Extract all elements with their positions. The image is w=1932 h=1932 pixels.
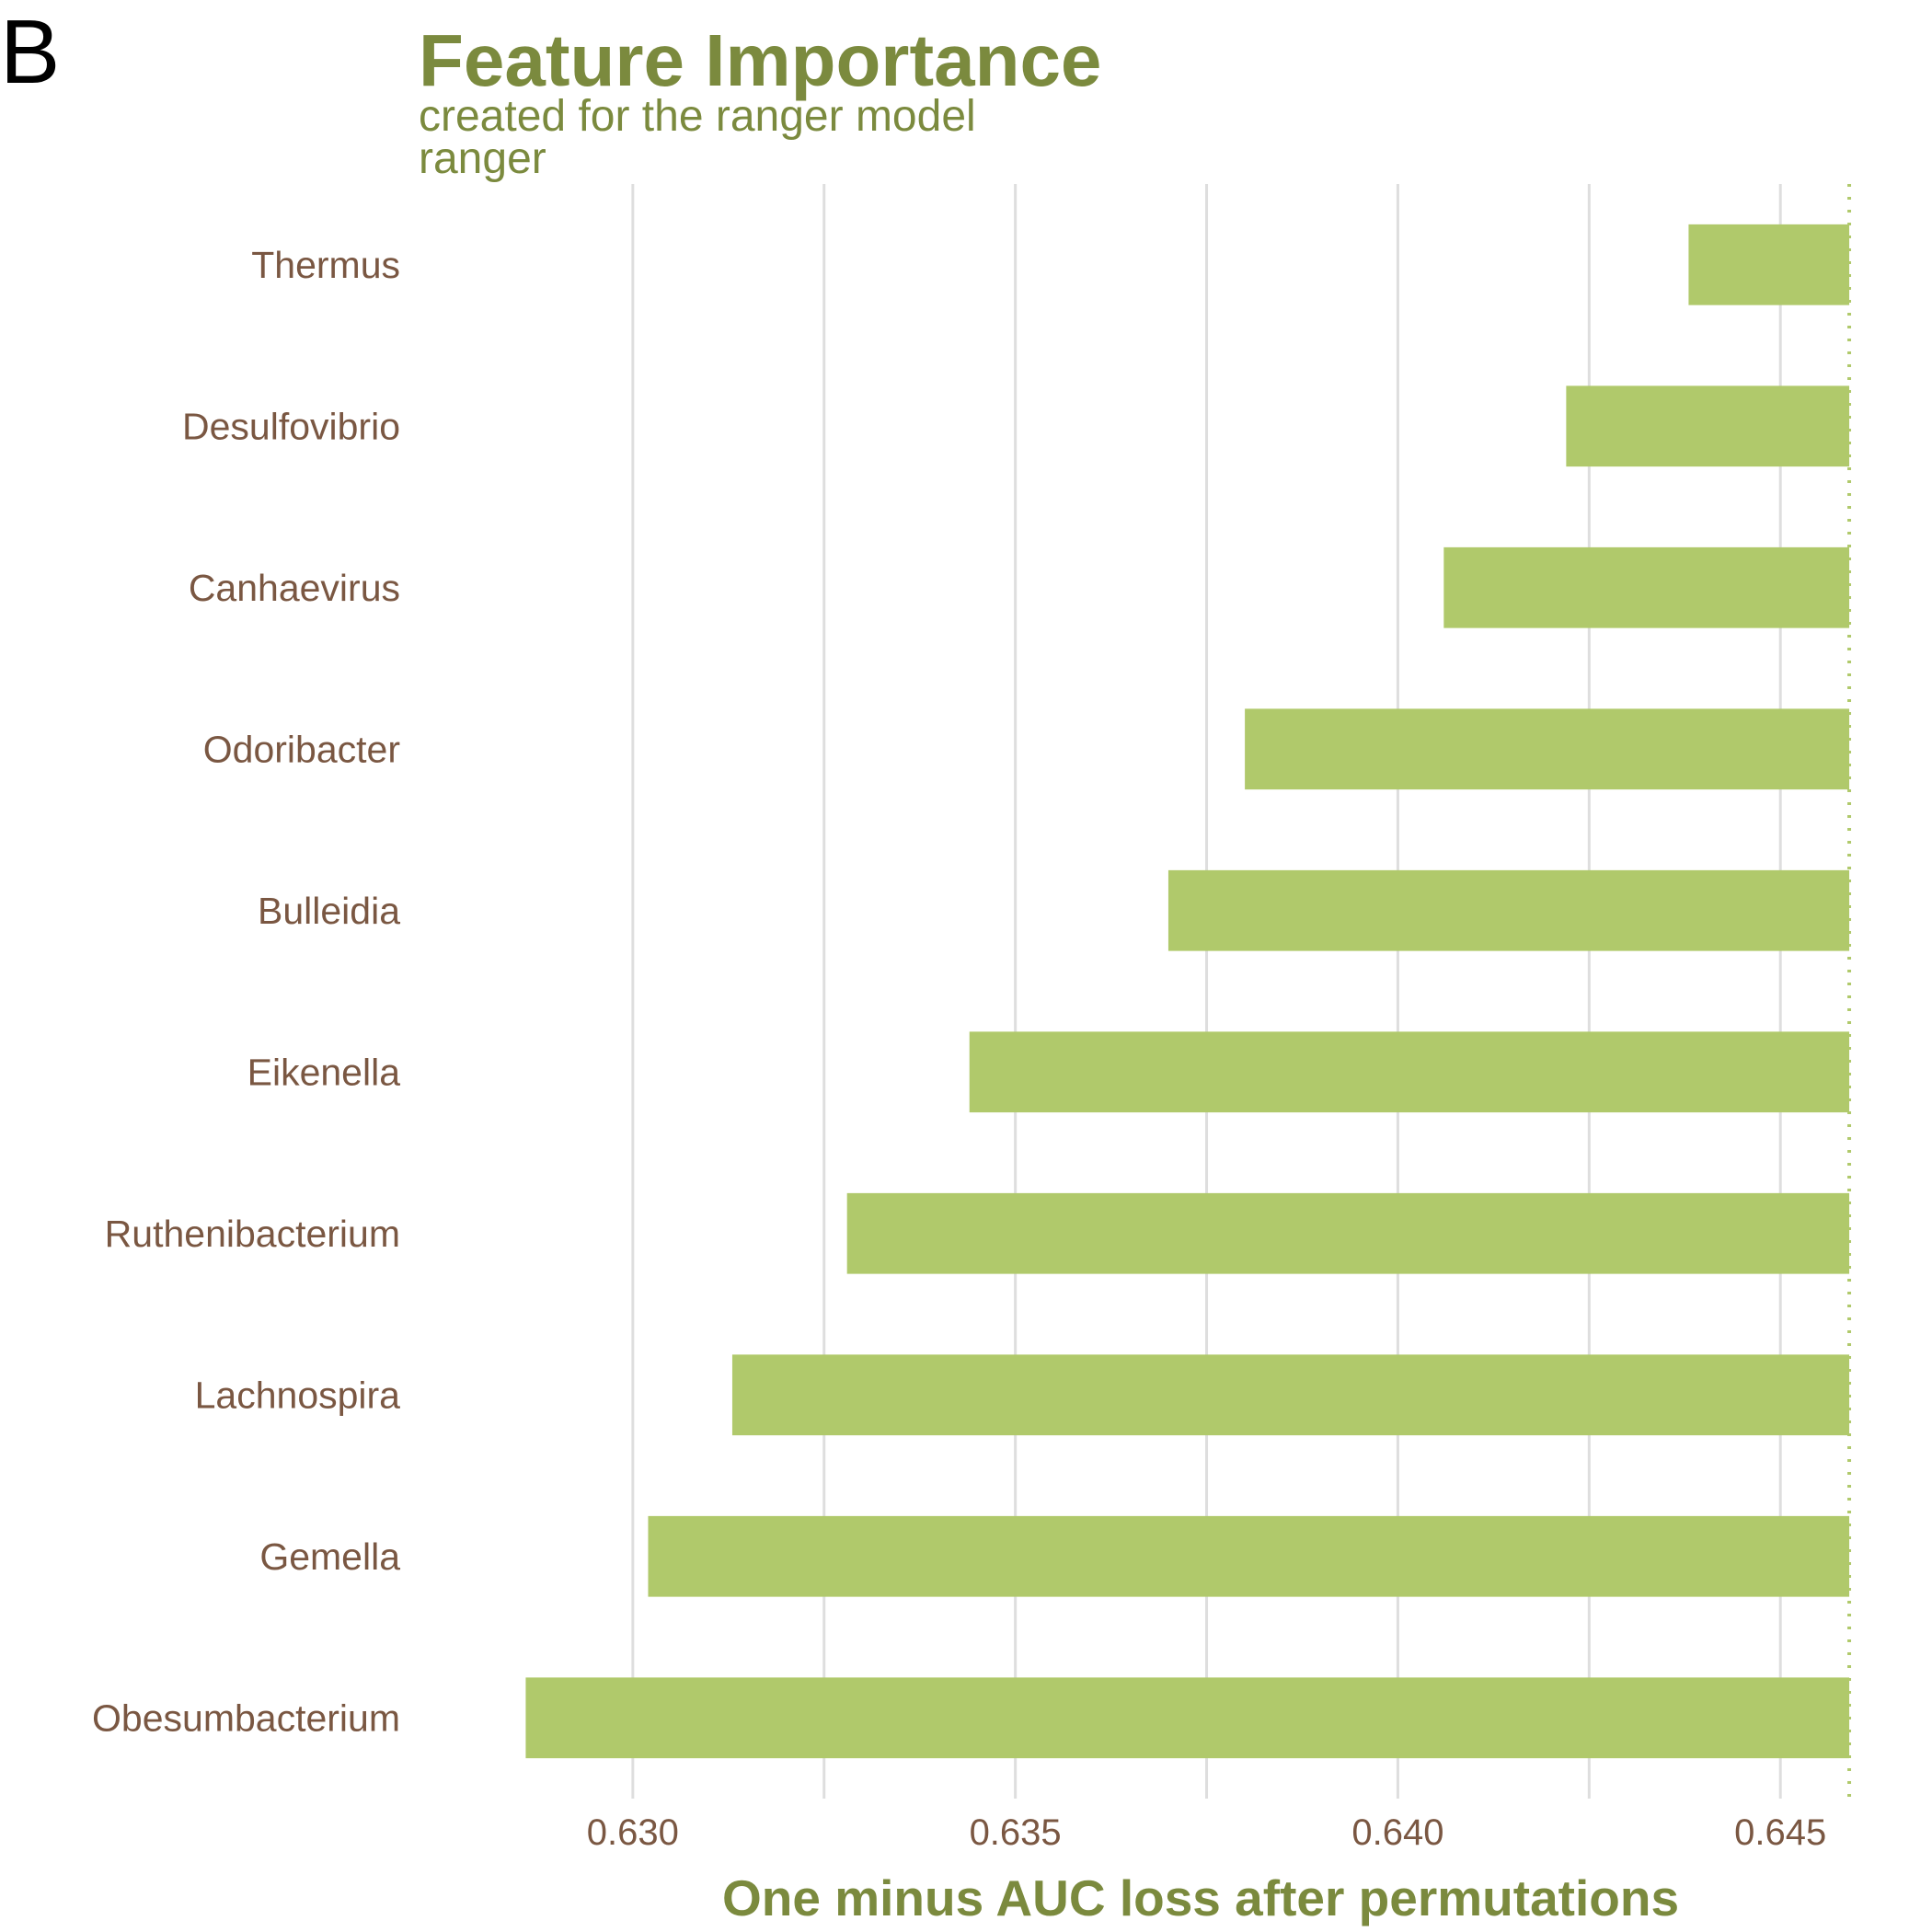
category-label: Obesumbacterium xyxy=(92,1696,400,1739)
panel-letter: B xyxy=(0,1,60,102)
x-axis-title: One minus AUC loss after permutations xyxy=(722,1869,1679,1926)
x-tick-label: 0.640 xyxy=(1351,1812,1443,1853)
bar-lachnospira xyxy=(731,1354,1850,1436)
category-label: Thermus xyxy=(251,244,400,286)
bar-odoribacter xyxy=(1245,708,1850,790)
bar-obesumbacterium xyxy=(525,1677,1850,1759)
chart-subtitle-line-1: created for the ranger model xyxy=(419,92,976,141)
category-label: Lachnospira xyxy=(195,1374,401,1416)
category-label: Bulleidia xyxy=(258,890,400,932)
bar-thermus xyxy=(1688,224,1850,305)
category-label: Gemella xyxy=(259,1535,400,1578)
bar-eikenella xyxy=(969,1031,1850,1113)
bar-desulfovibrio xyxy=(1566,385,1850,467)
chart-title: Feature Importance xyxy=(419,19,1101,101)
category-label: Canhaevirus xyxy=(189,567,400,609)
category-label: Ruthenibacterium xyxy=(105,1213,400,1255)
x-tick-label: 0.645 xyxy=(1734,1812,1826,1853)
x-tick-labels: 0.630 0.635 0.640 0.645 xyxy=(587,1812,1826,1853)
bars xyxy=(525,224,1850,1759)
bar-canhaevirus xyxy=(1443,546,1850,628)
x-tick-label: 0.630 xyxy=(587,1812,679,1853)
x-tick-label: 0.635 xyxy=(970,1812,1062,1853)
category-label: Odoribacter xyxy=(203,728,400,770)
bar-bulleidia xyxy=(1167,869,1850,951)
chart-subtitle-line-2: ranger xyxy=(419,134,546,183)
bar-ruthenibacterium xyxy=(846,1192,1850,1274)
bar-gemella xyxy=(648,1515,1850,1597)
category-label: Eikenella xyxy=(247,1051,401,1093)
category-labels: Thermus Desulfovibrio Canhaevirus Odoribact… xyxy=(92,244,400,1740)
category-label: Desulfovibrio xyxy=(182,405,400,447)
